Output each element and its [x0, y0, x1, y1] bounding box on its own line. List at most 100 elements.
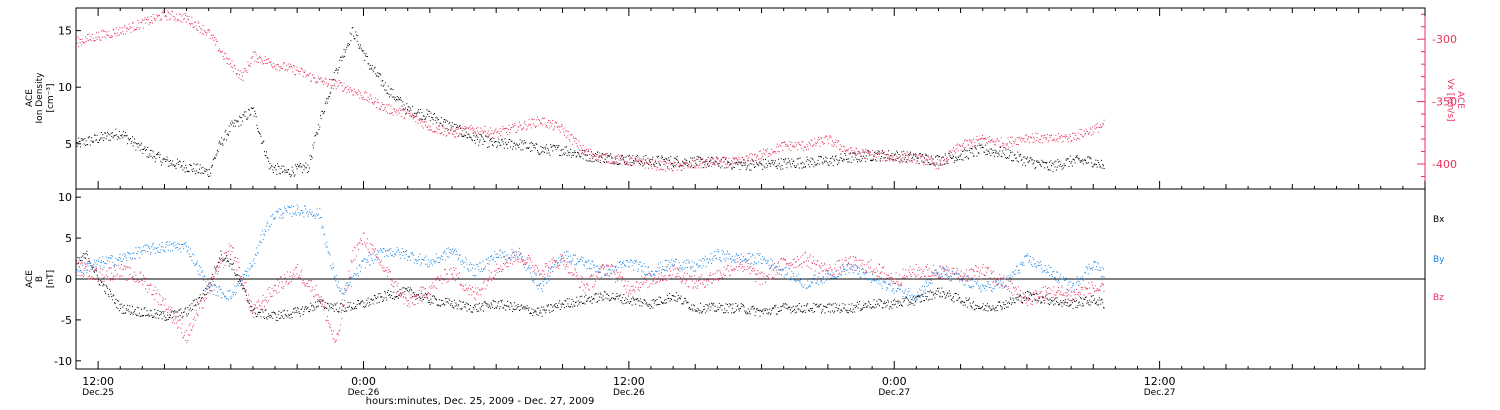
bx-point	[795, 306, 797, 308]
density-point	[204, 168, 206, 170]
by-point	[89, 263, 91, 264]
bx-point	[972, 302, 974, 304]
density-point	[957, 156, 959, 158]
bx-point	[908, 299, 910, 301]
vx-point	[723, 161, 725, 163]
density-point	[628, 154, 630, 156]
bx-point	[398, 294, 400, 296]
vx-point	[280, 66, 282, 67]
by-point	[234, 285, 236, 287]
density-point	[979, 144, 981, 146]
vx-point	[890, 158, 892, 160]
bx-point	[351, 307, 353, 309]
density-point	[789, 160, 791, 162]
vx-point	[76, 38, 77, 40]
by-point	[248, 275, 250, 277]
density-point	[512, 146, 514, 148]
vx-point	[236, 74, 238, 76]
density-point	[185, 167, 187, 169]
vx-point	[306, 74, 308, 76]
density-point	[599, 155, 601, 157]
vx-point	[423, 121, 425, 123]
by-point	[179, 244, 180, 245]
vx-point	[1100, 127, 1102, 128]
by-point	[261, 242, 263, 244]
bx-point	[847, 310, 849, 312]
vx-point	[405, 114, 406, 115]
bx-point	[87, 254, 89, 256]
vx-point	[1049, 134, 1050, 136]
bx-point	[378, 301, 380, 303]
bx-point	[720, 304, 722, 306]
density-point	[825, 156, 827, 158]
density-point	[685, 159, 687, 161]
density-point	[962, 150, 963, 152]
density-point	[660, 164, 661, 166]
density-point	[333, 71, 335, 73]
density-point	[719, 160, 721, 162]
vx-point	[116, 32, 118, 34]
vx-point	[287, 68, 289, 70]
vx-point	[420, 122, 422, 124]
bx-point	[963, 301, 965, 303]
density-point	[307, 164, 309, 166]
density-point	[786, 167, 788, 169]
bx-point	[582, 302, 584, 304]
vx-point	[333, 83, 335, 85]
vx-point	[815, 145, 817, 146]
density-point	[158, 151, 160, 153]
vx-point	[503, 128, 505, 130]
density-point	[252, 107, 254, 109]
vx-point	[167, 12, 169, 13]
bx-point	[606, 293, 608, 295]
vx-point	[968, 139, 970, 141]
vx-point	[154, 19, 156, 21]
density-point	[400, 99, 402, 101]
density-point	[985, 154, 987, 156]
vx-point	[924, 159, 926, 161]
density-point	[961, 159, 963, 160]
density-point	[991, 148, 992, 150]
vx-point	[261, 58, 263, 60]
vx-point	[742, 162, 744, 163]
vx-point	[577, 145, 578, 147]
bx-point	[974, 309, 976, 311]
density-point	[561, 149, 563, 151]
by-point	[198, 273, 200, 275]
vx-point	[315, 81, 317, 83]
vx-point	[224, 58, 226, 60]
density-point	[391, 96, 393, 98]
density-point	[863, 155, 865, 157]
vx-point	[232, 67, 234, 69]
bx-point	[615, 295, 617, 297]
vx-point	[944, 158, 945, 160]
density-point	[911, 157, 913, 159]
density-point	[771, 162, 773, 164]
bx-point	[770, 312, 772, 314]
vx-point	[1087, 132, 1089, 134]
bx-point	[318, 300, 320, 302]
vx-point	[846, 149, 848, 151]
vx-point	[980, 137, 982, 139]
density-point	[666, 158, 668, 160]
bx-point	[530, 313, 532, 314]
density-point	[476, 134, 478, 136]
density-point	[342, 56, 344, 58]
bx-point	[886, 304, 888, 306]
density-point	[988, 150, 990, 152]
bx-point	[561, 306, 563, 308]
density-point	[972, 152, 974, 154]
bx-point	[881, 307, 883, 309]
density-point	[560, 149, 562, 151]
vx-point	[766, 151, 768, 153]
bx-point	[227, 260, 229, 262]
vx-point	[814, 142, 816, 144]
density-point	[919, 153, 921, 155]
vx-point	[340, 82, 342, 83]
bx-point	[306, 307, 308, 309]
bx-point	[326, 302, 328, 304]
bx-point	[488, 304, 490, 306]
density-point	[167, 165, 169, 167]
bx-point	[1029, 298, 1030, 299]
density-point	[101, 137, 103, 139]
